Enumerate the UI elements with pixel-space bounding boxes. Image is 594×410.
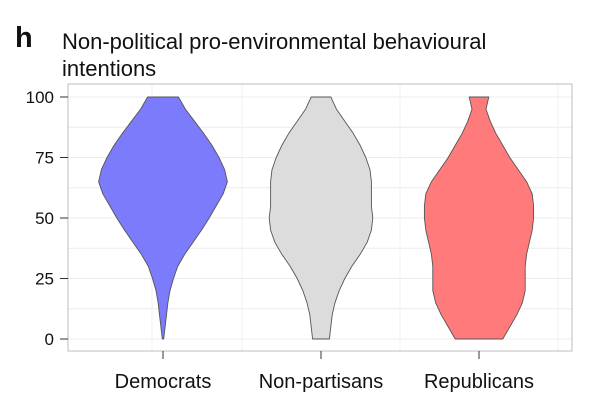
x-category-label: Republicans	[424, 371, 534, 393]
y-tick-label: 0	[45, 330, 54, 349]
x-category-label: Non-partisans	[259, 371, 384, 393]
chart-title: Non-political pro-environmental behaviou…	[62, 29, 487, 81]
violin-democrats	[98, 96, 228, 340]
y-tick-label: 100	[26, 88, 54, 107]
x-category-label: Democrats	[115, 371, 212, 393]
violin-republicans	[423, 96, 535, 340]
panel-letter: h	[15, 22, 33, 54]
y-tick-label: 50	[35, 209, 54, 228]
y-tick-label: 75	[35, 149, 54, 168]
y-tick-label: 25	[35, 270, 54, 289]
violin-non-partisans	[268, 96, 374, 340]
